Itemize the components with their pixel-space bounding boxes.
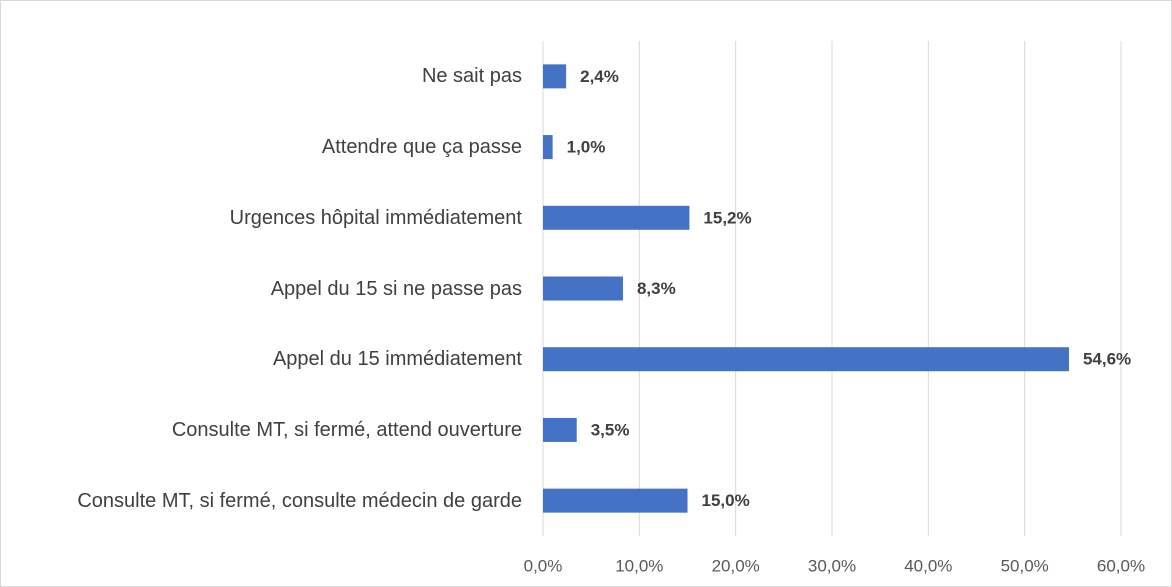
- bar: [543, 276, 623, 301]
- x-tick-label: 40,0%: [904, 556, 952, 575]
- y-tick-label: Attendre que ça passe: [321, 136, 522, 159]
- bar: [543, 347, 1069, 372]
- x-tick-label: 60,0%: [1097, 556, 1145, 575]
- value-label: 54,6%: [1083, 350, 1131, 369]
- bar: [543, 488, 688, 513]
- value-label: 1,0%: [567, 138, 606, 157]
- category-label-box: Attendre que ça passe: [2, 135, 522, 159]
- category-label-box: Appel du 15 immédiatement: [2, 347, 522, 371]
- x-tick-label: 0,0%: [524, 556, 563, 575]
- value-label: 15,2%: [703, 208, 751, 227]
- x-tick-label: 20,0%: [712, 556, 760, 575]
- bar: [543, 417, 577, 442]
- category-label-box: Appel du 15 si ne passe pas: [2, 277, 522, 301]
- y-tick-label: Urgences hôpital immédiatement: [229, 206, 522, 229]
- bar: [543, 135, 553, 160]
- value-label: 8,3%: [637, 279, 676, 298]
- y-tick-label: Consulte MT, si fermé, attend ouverture: [171, 418, 522, 441]
- y-tick-label: Appel du 15 immédiatement: [272, 348, 522, 371]
- bar: [543, 205, 690, 230]
- category-label-box: Consulte MT, si fermé, consulte médecin …: [2, 489, 522, 513]
- value-label: 15,0%: [702, 491, 750, 510]
- category-label-box: Ne sait pas: [2, 64, 522, 88]
- x-tick-label: 30,0%: [808, 556, 856, 575]
- y-tick-label: Ne sait pas: [421, 65, 522, 88]
- y-tick-label: Consulte MT, si fermé, consulte médecin …: [77, 489, 522, 512]
- category-label-box: Urgences hôpital immédiatement: [2, 206, 522, 230]
- value-label: 3,5%: [591, 420, 630, 439]
- x-tick-label: 10,0%: [615, 556, 663, 575]
- value-label: 2,4%: [580, 67, 619, 86]
- x-tick-label: 50,0%: [1001, 556, 1049, 575]
- category-label-box: Consulte MT, si fermé, attend ouverture: [2, 418, 522, 442]
- bar: [543, 64, 567, 89]
- y-tick-label: Appel du 15 si ne passe pas: [270, 277, 522, 300]
